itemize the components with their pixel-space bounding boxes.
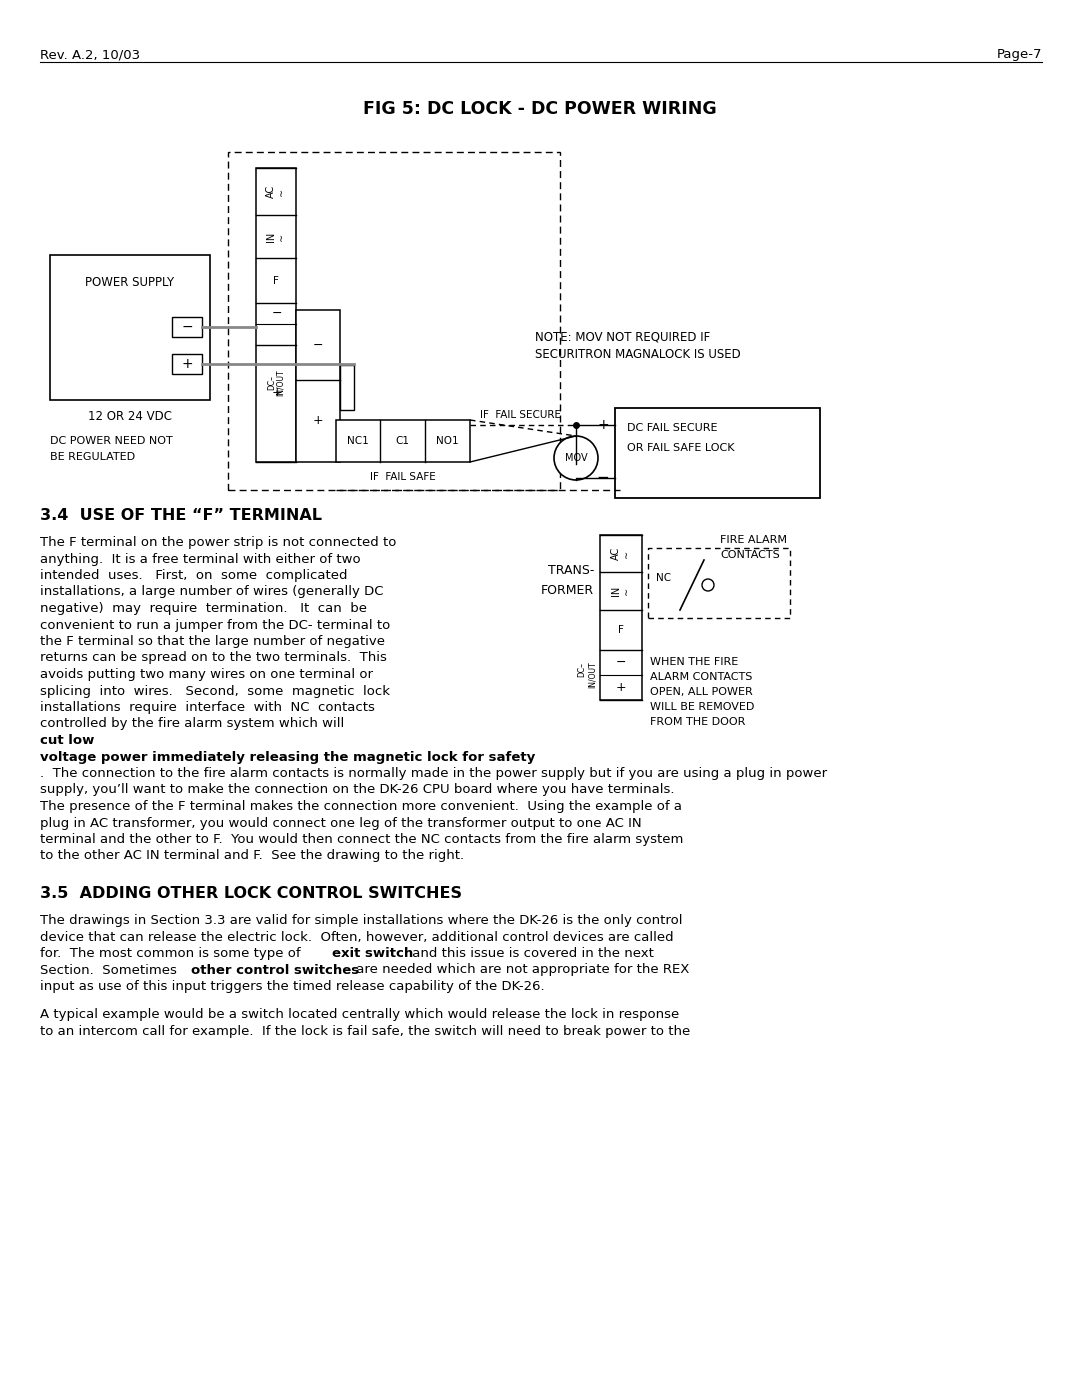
Text: ALARM CONTACTS: ALARM CONTACTS [650, 672, 753, 682]
Text: to the other AC IN terminal and F.  See the drawing to the right.: to the other AC IN terminal and F. See t… [40, 849, 464, 862]
Text: voltage power immediately releasing the magnetic lock for safety: voltage power immediately releasing the … [40, 750, 536, 764]
Text: supply, you’ll want to make the connection on the DK-26 CPU board where you have: supply, you’ll want to make the connecti… [40, 784, 675, 796]
Text: installations  require  interface  with  NC  contacts: installations require interface with NC … [40, 701, 375, 714]
Text: plug in AC transformer, you would connect one leg of the transformer output to o: plug in AC transformer, you would connec… [40, 816, 642, 830]
Text: splicing  into  wires.   Second,  some  magnetic  lock: splicing into wires. Second, some magnet… [40, 685, 390, 697]
Text: are needed which are not appropriate for the REX: are needed which are not appropriate for… [352, 964, 689, 977]
Text: OPEN, ALL POWER: OPEN, ALL POWER [650, 687, 753, 697]
Text: +: + [597, 418, 609, 432]
Bar [172, 317, 202, 337]
Text: input as use of this input triggers the timed release capability of the DK-26.: input as use of this input triggers the … [40, 981, 544, 993]
Text: The drawings in Section 3.3 are valid for simple installations where the DK-26 i: The drawings in Section 3.3 are valid fo… [40, 914, 683, 928]
Text: C1: C1 [395, 436, 409, 446]
Text: POWER SUPPLY: POWER SUPPLY [85, 277, 175, 289]
Text: anything.  It is a free terminal with either of two: anything. It is a free terminal with eit… [40, 552, 361, 566]
Text: TRANS-: TRANS- [548, 563, 594, 577]
Text: FIG 5: DC LOCK - DC POWER WIRING: FIG 5: DC LOCK - DC POWER WIRING [363, 101, 717, 117]
Text: terminal and the other to F.  You would then connect the NC contacts from the fi: terminal and the other to F. You would t… [40, 833, 684, 847]
Text: The F terminal on the power strip is not connected to: The F terminal on the power strip is not… [40, 536, 396, 549]
Text: AC
∼: AC ∼ [267, 184, 285, 198]
Text: IN
∼: IN ∼ [267, 232, 285, 242]
Text: installations, a large number of wires (generally DC: installations, a large number of wires (… [40, 585, 383, 598]
Bar [336, 420, 470, 462]
Text: Page-7: Page-7 [997, 47, 1042, 61]
Text: −: − [596, 471, 609, 486]
Text: NOTE: MOV NOT REQUIRED IF: NOTE: MOV NOT REQUIRED IF [535, 330, 711, 344]
Text: 12 OR 24 VDC: 12 OR 24 VDC [87, 409, 172, 423]
Bar [648, 548, 789, 617]
Text: FROM THE DOOR: FROM THE DOOR [650, 717, 745, 726]
Bar [340, 365, 354, 409]
Bar [600, 535, 642, 700]
Text: NC: NC [656, 573, 671, 583]
Text: intended  uses.   First,  on  some  complicated: intended uses. First, on some complicate… [40, 569, 348, 583]
Text: −: − [272, 307, 282, 320]
Text: NC1: NC1 [347, 436, 369, 446]
Bar [615, 408, 820, 497]
Text: OR FAIL SAFE LOCK: OR FAIL SAFE LOCK [627, 443, 734, 453]
Text: DC–
IN/OUT: DC– IN/OUT [268, 369, 284, 395]
Text: −: − [313, 338, 323, 352]
Text: returns can be spread on to the two terminals.  This: returns can be spread on to the two term… [40, 651, 387, 665]
Bar [172, 353, 202, 374]
Text: exit switch: exit switch [332, 947, 414, 960]
Text: The presence of the F terminal makes the connection more convenient.  Using the : The presence of the F terminal makes the… [40, 800, 681, 813]
Text: 3.5  ADDING OTHER LOCK CONTROL SWITCHES: 3.5 ADDING OTHER LOCK CONTROL SWITCHES [40, 886, 462, 901]
Text: IF  FAIL SECURE: IF FAIL SECURE [480, 409, 561, 420]
Text: IF  FAIL SAFE: IF FAIL SAFE [370, 472, 436, 482]
Text: +: + [272, 387, 282, 400]
Text: other control switches: other control switches [191, 964, 360, 977]
Text: Section.  Sometimes: Section. Sometimes [40, 964, 181, 977]
Text: to an intercom call for example.  If the lock is fail safe, the switch will need: to an intercom call for example. If the … [40, 1024, 690, 1038]
Text: AC
∼: AC ∼ [611, 546, 631, 560]
Text: .  The connection to the fire alarm contacts is normally made in the power suppl: . The connection to the fire alarm conta… [40, 767, 827, 780]
Text: controlled by the fire alarm system which will: controlled by the fire alarm system whic… [40, 718, 349, 731]
Text: +: + [313, 415, 323, 427]
Circle shape [702, 578, 714, 591]
Text: BE REGULATED: BE REGULATED [50, 453, 135, 462]
Text: negative)  may  require  termination.   It  can  be: negative) may require termination. It ca… [40, 602, 367, 615]
Circle shape [554, 436, 598, 481]
Text: −: − [181, 320, 193, 334]
Text: +: + [181, 358, 193, 372]
Text: MOV: MOV [565, 453, 588, 462]
Text: 3.4  USE OF THE “F” TERMINAL: 3.4 USE OF THE “F” TERMINAL [40, 509, 322, 522]
Bar [228, 152, 561, 490]
Text: −: − [616, 657, 626, 669]
Text: convenient to run a jumper from the DC- terminal to: convenient to run a jumper from the DC- … [40, 619, 390, 631]
Text: avoids putting two many wires on one terminal or: avoids putting two many wires on one ter… [40, 668, 373, 680]
Text: DC–
IN/OUT: DC– IN/OUT [578, 662, 597, 689]
Bar [50, 256, 210, 400]
Text: SECURITRON MAGNALOCK IS USED: SECURITRON MAGNALOCK IS USED [535, 348, 741, 360]
Text: cut low: cut low [40, 733, 94, 747]
Text: FIRE ALARM: FIRE ALARM [720, 535, 787, 545]
Text: F: F [618, 624, 624, 636]
Text: F: F [273, 275, 279, 285]
Text: WHEN THE FIRE: WHEN THE FIRE [650, 657, 739, 666]
Text: the F terminal so that the large number of negative: the F terminal so that the large number … [40, 636, 384, 648]
Text: Rev. A.2, 10/03: Rev. A.2, 10/03 [40, 47, 140, 61]
Text: NO1: NO1 [436, 436, 459, 446]
Text: DC FAIL SECURE: DC FAIL SECURE [627, 423, 717, 433]
Text: WILL BE REMOVED: WILL BE REMOVED [650, 703, 754, 712]
Text: device that can release the electric lock.  Often, however, additional control d: device that can release the electric loc… [40, 930, 674, 943]
Text: and this issue is covered in the next: and this issue is covered in the next [408, 947, 653, 960]
Text: A typical example would be a switch located centrally which would release the lo: A typical example would be a switch loca… [40, 1009, 679, 1021]
Text: DC POWER NEED NOT: DC POWER NEED NOT [50, 436, 173, 446]
Text: IN
∼: IN ∼ [611, 585, 631, 597]
Text: FORMER: FORMER [541, 584, 594, 597]
Text: CONTACTS: CONTACTS [720, 550, 780, 560]
Bar [296, 310, 340, 462]
Text: for.  The most common is some type of: for. The most common is some type of [40, 947, 305, 960]
Text: +: + [616, 680, 626, 694]
Bar [256, 168, 296, 462]
